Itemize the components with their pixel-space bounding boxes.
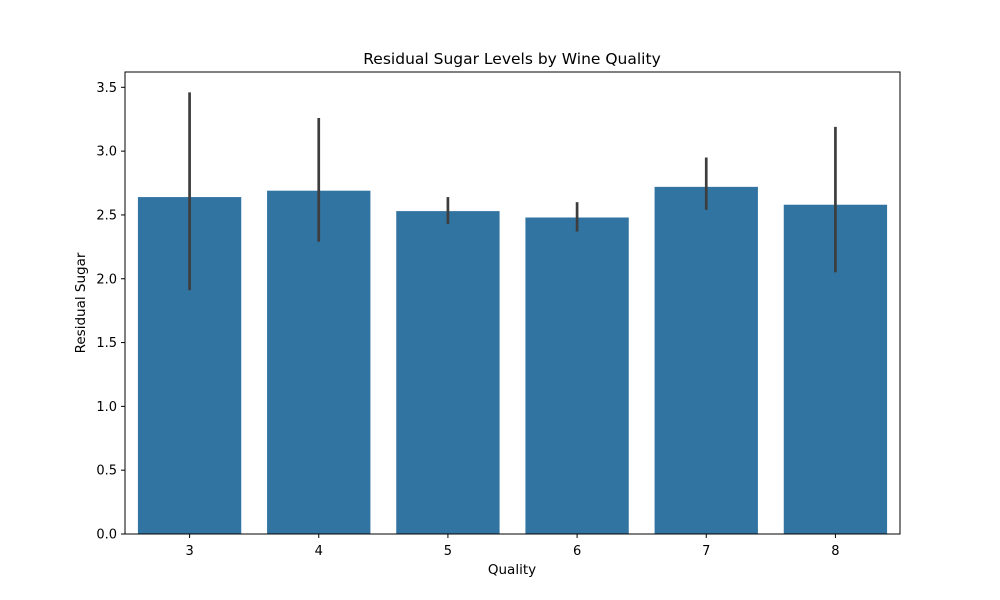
bars-layer <box>137 186 888 535</box>
y-tick-label: 0.5 <box>96 464 117 479</box>
y-tick-label: 3.5 <box>96 81 117 96</box>
y-tick-label: 1.5 <box>96 336 117 351</box>
y-tick-label: 3.0 <box>96 145 117 160</box>
x-tick-label: 4 <box>315 544 323 559</box>
y-tick-label: 2.5 <box>96 208 117 223</box>
x-axis: 3 4 5 6 7 8 <box>185 534 840 559</box>
x-tick-label: 5 <box>444 544 452 559</box>
x-axis-label: Quality <box>488 562 536 578</box>
bar-quality-5 <box>396 211 500 534</box>
y-tick-label: 1.0 <box>96 400 117 415</box>
x-tick-label: 8 <box>831 544 839 559</box>
bar-quality-7 <box>654 186 758 534</box>
plot-frame <box>124 71 901 535</box>
error-bars-layer <box>188 92 837 291</box>
bar-quality-6 <box>525 217 629 535</box>
x-tick-label: 6 <box>573 544 581 559</box>
bar-quality-4 <box>267 190 371 534</box>
x-tick-label: 3 <box>185 544 193 559</box>
y-axis-label: Residual Sugar <box>73 252 89 353</box>
y-tick-label: 0.0 <box>96 528 117 543</box>
chart-title: Residual Sugar Levels by Wine Quality <box>363 50 661 68</box>
x-tick-label: 7 <box>702 544 710 559</box>
y-tick-label: 2.0 <box>96 272 117 287</box>
y-axis: 0.0 0.5 1.0 1.5 2.0 2.5 3.0 3.5 <box>96 81 125 543</box>
